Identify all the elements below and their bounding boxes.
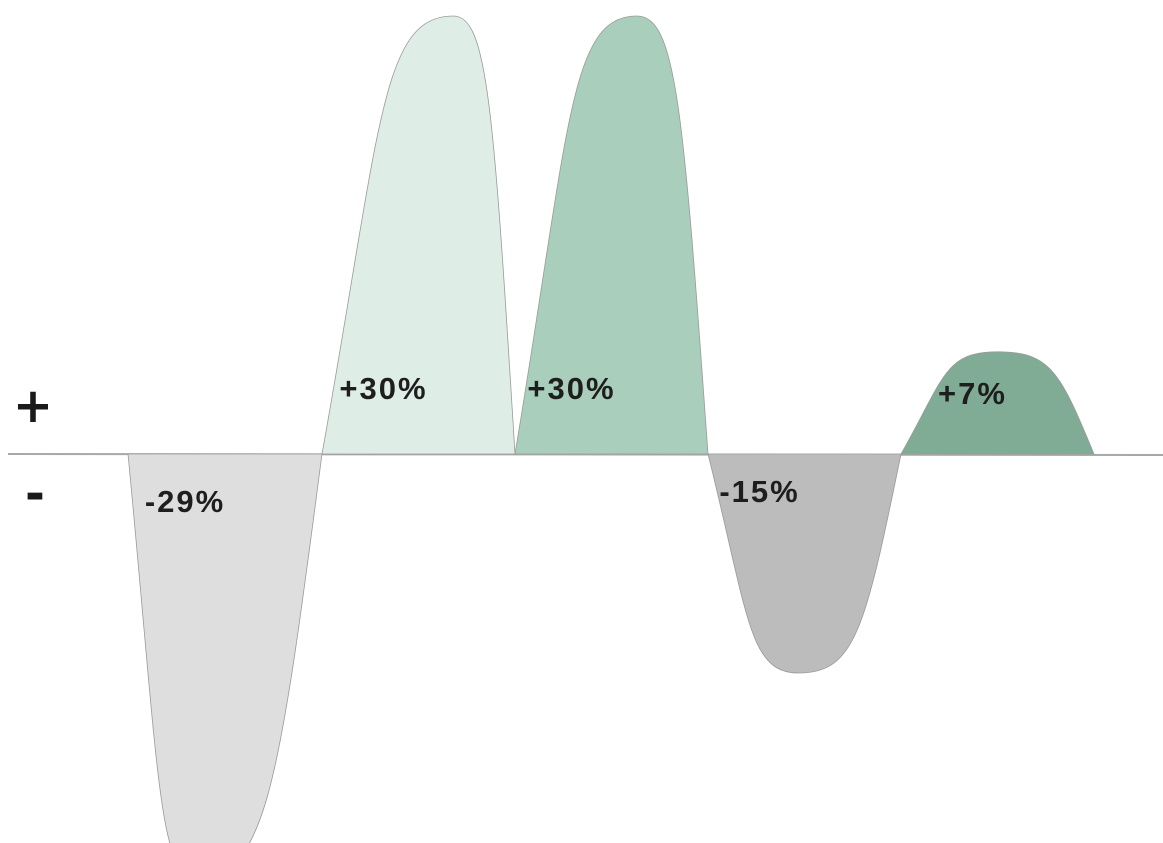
value-labels-group: -29% +30% +30% -15% +7%	[145, 371, 1007, 519]
humps-group	[127, 15, 1095, 843]
hump-3	[514, 15, 709, 455]
hump-2	[321, 15, 516, 455]
value-label-3: +30%	[527, 371, 615, 406]
value-label-4: -15%	[719, 474, 799, 509]
negative-axis-label: -	[25, 466, 45, 522]
hump-4	[707, 453, 902, 674]
hump-5	[900, 351, 1095, 455]
positive-axis-label: +	[13, 378, 53, 434]
value-label-2: +30%	[339, 371, 427, 406]
value-label-1: -29%	[145, 484, 225, 519]
hump-1	[127, 453, 323, 843]
value-label-5: +7%	[938, 376, 1007, 411]
